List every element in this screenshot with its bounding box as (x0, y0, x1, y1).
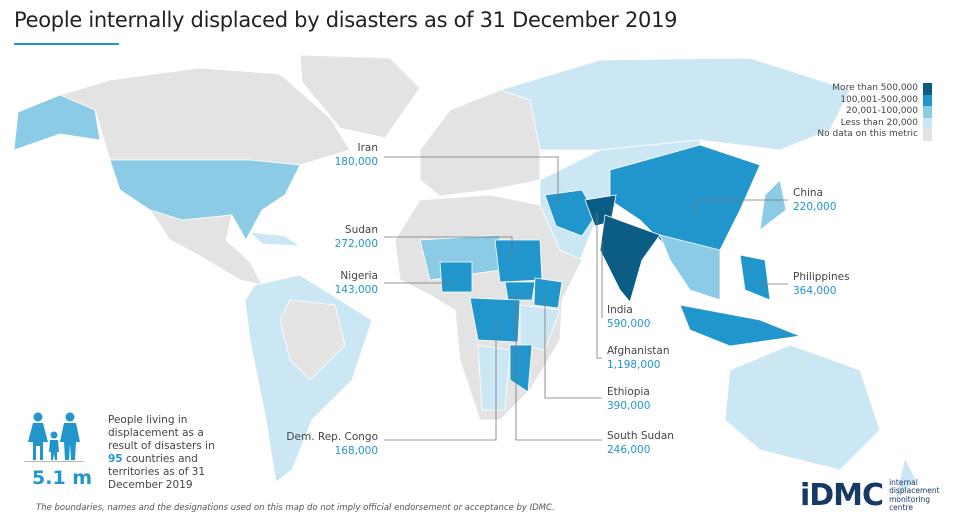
country-name: Afghanistan (607, 345, 670, 357)
leader-south-sudan (515, 292, 602, 441)
callout-china: China 220,000 (793, 186, 836, 214)
alaska (13, 94, 101, 151)
idp-value: 143,000 (334, 284, 378, 296)
logo-line: displacement (889, 486, 940, 495)
total-idps: 5.1 m (32, 467, 93, 489)
canada (58, 67, 351, 166)
idp-value: 272,000 (334, 238, 378, 250)
indonesia (679, 304, 802, 347)
idp-value: 590,000 (607, 318, 651, 330)
callout-afghanistan: Afghanistan 1,198,000 (607, 344, 670, 372)
nigeria (439, 261, 473, 293)
family-icon (24, 412, 84, 462)
legend-item: More than 500,000 (817, 83, 932, 95)
logo-line: centre (889, 503, 914, 512)
legend-swatch (923, 94, 932, 106)
leader-sudan (384, 236, 513, 260)
russia (498, 57, 851, 151)
legend: More than 500,000 100,001-500,000 20,001… (817, 83, 932, 141)
idp-value: 364,000 (793, 285, 837, 297)
callout-india: India 590,000 (607, 303, 650, 331)
japan (759, 179, 787, 231)
leader-ethiopia (544, 295, 602, 399)
callout-drc: Dem. Rep. Congo 168,000 (286, 430, 378, 458)
page-title: People internally displaced by disasters… (14, 8, 678, 32)
legend-swatch (923, 117, 932, 129)
leader-drc (384, 318, 497, 441)
title-underline (14, 43, 119, 45)
dr-congo (469, 297, 521, 343)
legend-item: 20,001-100,000 (817, 106, 932, 118)
south-sudan (504, 281, 536, 301)
europe (419, 89, 541, 197)
country-name: South Sudan (607, 430, 674, 442)
disclaimer: The boundaries, names and the designatio… (36, 503, 555, 513)
summary-text-after: countries and territories as of 31 Decem… (108, 453, 206, 491)
idp-value: 390,000 (607, 400, 651, 412)
legend-label: Less than 20,000 (840, 117, 918, 128)
mexico-central-america (149, 209, 263, 286)
summary-text: People living in displacement as a resul… (108, 414, 218, 492)
callout-philippines: Philippines 364,000 (793, 270, 850, 298)
idmc-logo: iDMC internal displacement monitoring ce… (800, 478, 940, 513)
country-name: Dem. Rep. Congo (286, 431, 378, 443)
australia (724, 344, 881, 471)
callout-ethiopia: Ethiopia 390,000 (607, 385, 650, 413)
legend-item: No data on this metric (817, 129, 932, 141)
callout-nigeria: Nigeria 143,000 (335, 269, 378, 297)
legend-swatch (923, 83, 932, 95)
country-name: Iran (357, 142, 378, 154)
country-name: Nigeria (340, 270, 378, 282)
caribbean (248, 231, 302, 247)
southern-africa-light (477, 344, 511, 411)
sudan (494, 239, 543, 283)
mozambique (509, 344, 533, 393)
country-name: Sudan (344, 224, 378, 236)
country-name: Ethiopia (607, 386, 650, 398)
logo-line: internal (889, 477, 918, 487)
country-name: China (793, 187, 823, 199)
leader-china (694, 199, 788, 215)
idp-value: 180,000 (334, 156, 378, 168)
logo-mark: iDMC (800, 478, 884, 513)
leader-afghanistan (596, 212, 602, 359)
ethiopia (533, 277, 563, 309)
usa (109, 159, 301, 241)
country-name: India (607, 304, 633, 316)
logo-subtitle: internal displacement monitoring centre (889, 477, 940, 513)
idp-value: 246,000 (607, 444, 651, 456)
legend-item: Less than 20,000 (817, 117, 932, 129)
philippines (739, 254, 771, 301)
legend-swatch (923, 129, 932, 141)
legend-label: 20,001-100,000 (846, 106, 918, 116)
logo-line: monitoring (889, 494, 931, 504)
legend-label: 100,001-500,000 (840, 94, 918, 105)
greenland (299, 54, 421, 139)
country-count: 95 (108, 453, 123, 465)
leader-iran (384, 156, 559, 205)
legend-label: More than 500,000 (832, 83, 918, 93)
idp-value: 1,198,000 (607, 359, 661, 371)
idp-value: 168,000 (334, 445, 378, 457)
new-zealand (894, 456, 917, 502)
callout-sudan: Sudan 272,000 (335, 223, 378, 251)
idp-value: 220,000 (793, 201, 837, 213)
callout-south-sudan: South Sudan 246,000 (607, 429, 674, 457)
leader-lines (384, 156, 788, 441)
country-name: Philippines (793, 271, 850, 283)
legend-swatch (923, 106, 932, 118)
southeast-asia (659, 234, 721, 301)
legend-item: 100,001-500,000 (817, 94, 932, 106)
summary-text-before: People living in displacement as a resul… (108, 414, 215, 452)
brazil-inner (279, 299, 346, 381)
callout-iran: Iran 180,000 (335, 141, 378, 169)
legend-label: No data on this metric (817, 129, 918, 139)
